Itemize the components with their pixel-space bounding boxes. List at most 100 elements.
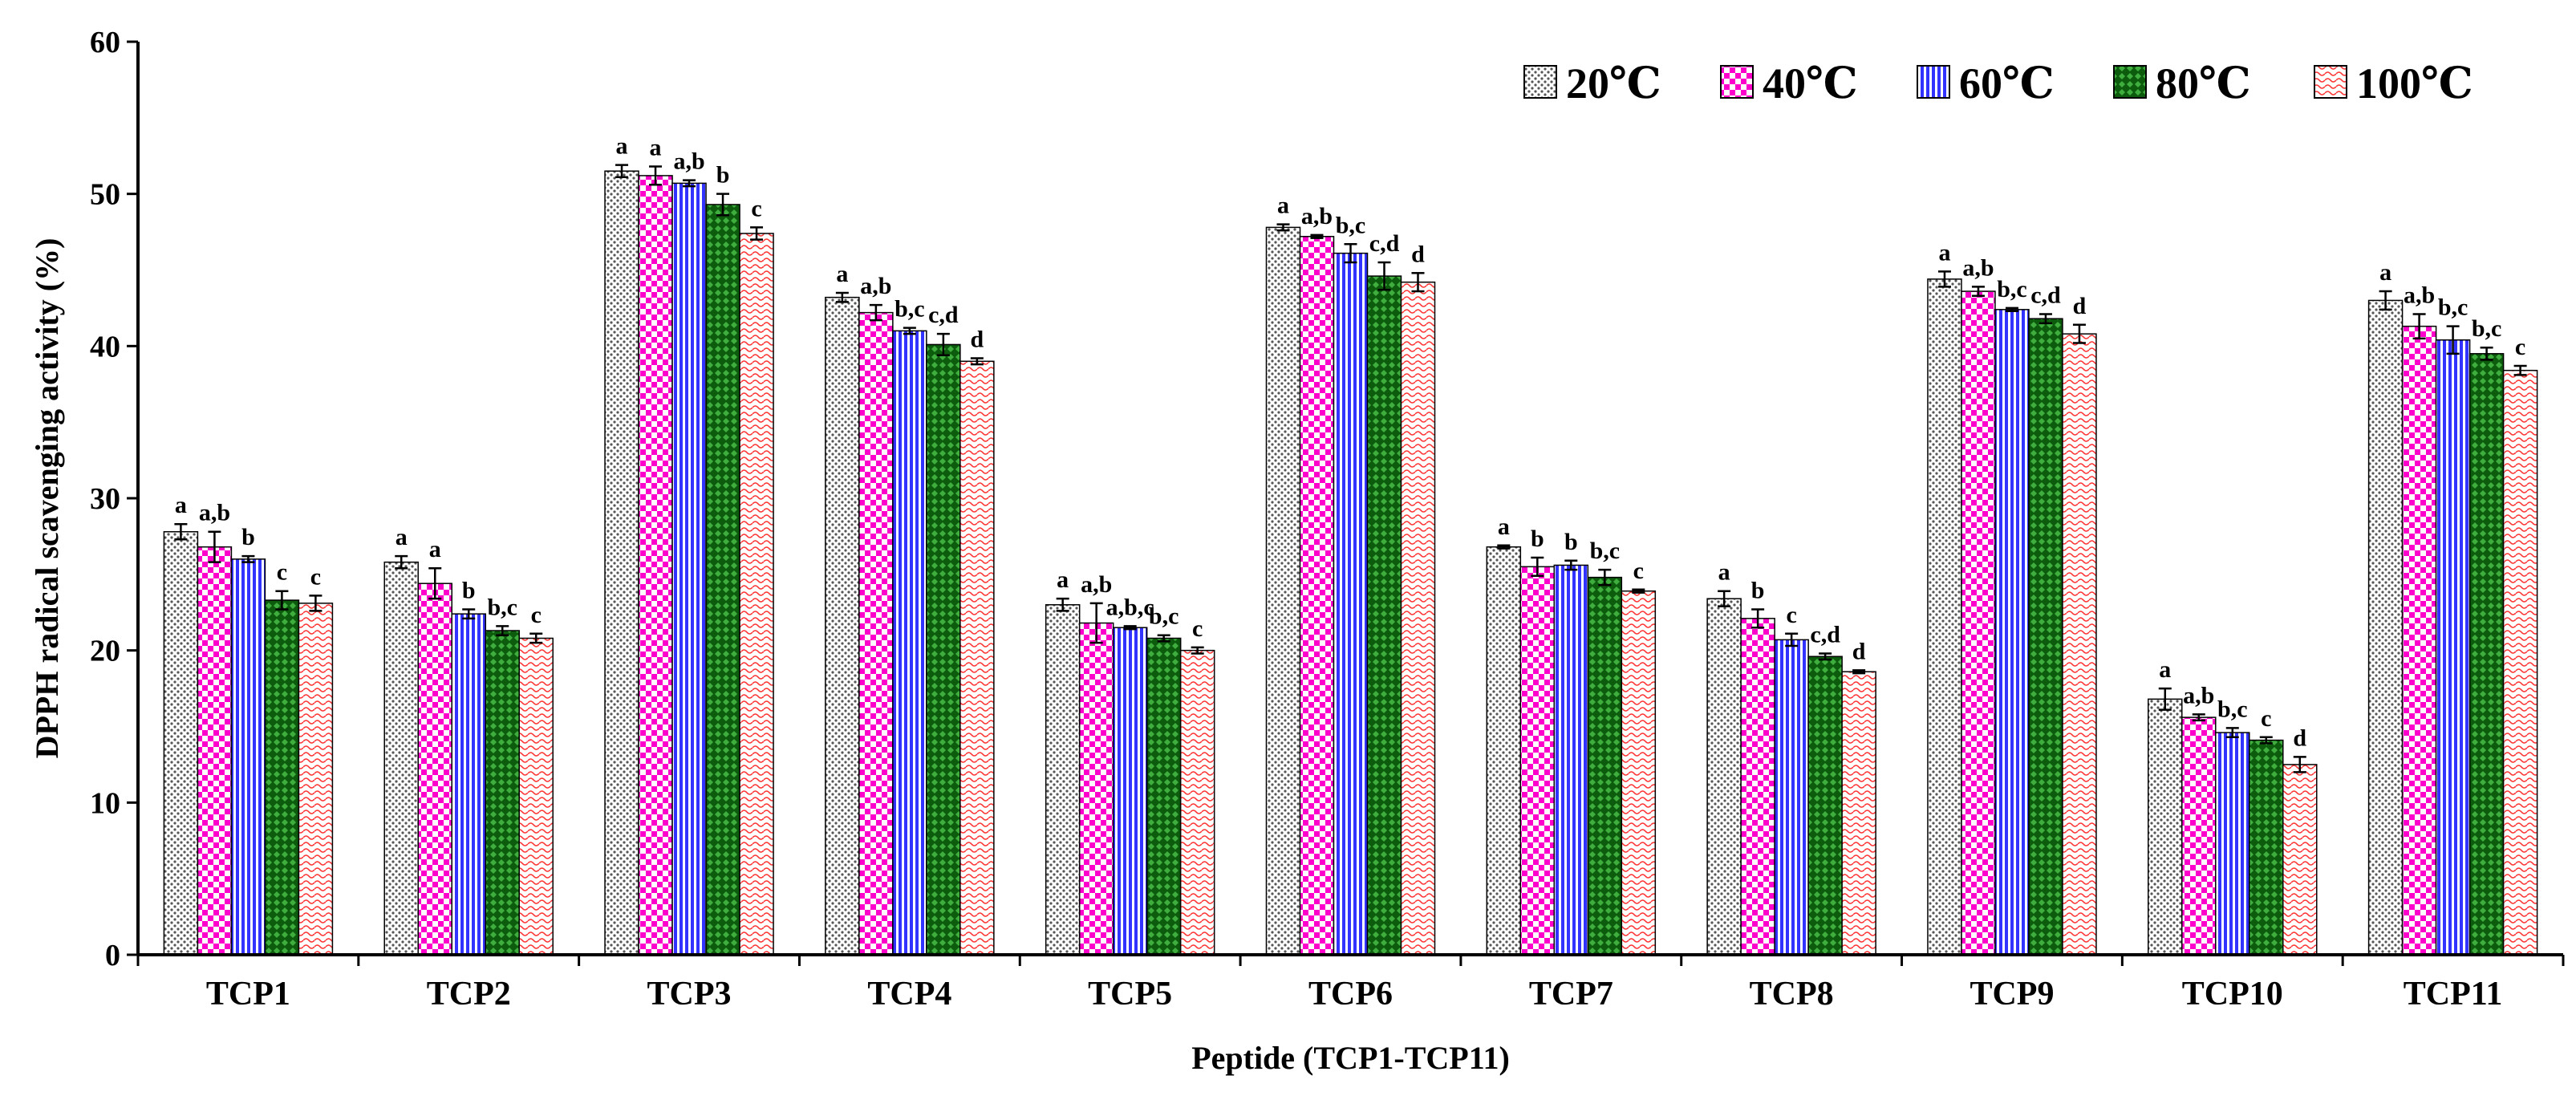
bar-tcp3-series-5 bbox=[739, 233, 774, 956]
bar-tcp3-series-1 bbox=[604, 170, 639, 956]
significance-label: a,b bbox=[1962, 254, 1994, 281]
x-category-label: TCP7 bbox=[1529, 976, 1613, 1013]
significance-label: a bbox=[429, 536, 441, 562]
bar-tcp9-series-3 bbox=[1994, 309, 2030, 956]
significance-label: b bbox=[1564, 529, 1578, 555]
significance-label: a bbox=[396, 524, 408, 550]
bar-tcp8-series-1 bbox=[1706, 598, 1742, 956]
bar-tcp3-series-4 bbox=[705, 204, 740, 956]
significance-label: b,c bbox=[1590, 538, 1621, 564]
significance-label: c bbox=[310, 563, 321, 590]
significance-label: d bbox=[971, 327, 984, 353]
significance-label: a bbox=[1498, 513, 1510, 540]
bar-tcp5-series-4 bbox=[1146, 637, 1182, 956]
bar-tcp7-series-2 bbox=[1519, 566, 1556, 956]
significance-label: a,b bbox=[2183, 682, 2214, 708]
bar-tcp7-series-3 bbox=[1553, 564, 1589, 956]
bar-tcp2-series-3 bbox=[451, 613, 486, 956]
x-category-label: TCP11 bbox=[2404, 976, 2503, 1013]
significance-label: a,b bbox=[1081, 571, 1112, 598]
bar-tcp1-series-1 bbox=[163, 530, 199, 956]
legend-swatch-series-3 bbox=[1917, 65, 1950, 99]
significance-label: a bbox=[650, 135, 662, 161]
significance-label: d bbox=[1852, 638, 1866, 664]
significance-label: a bbox=[1057, 566, 1069, 593]
significance-label: c bbox=[2515, 334, 2525, 360]
significance-label: a bbox=[1277, 193, 1289, 219]
bar-tcp8-series-4 bbox=[1807, 656, 1843, 956]
significance-label: a bbox=[836, 261, 848, 287]
bar-tcp6-series-4 bbox=[1366, 275, 1402, 956]
significance-label: a,b,c bbox=[1106, 594, 1154, 620]
bar-tcp2-series-5 bbox=[518, 637, 554, 956]
significance-label: b bbox=[241, 524, 255, 550]
legend-label-series-2: 40℃ bbox=[1763, 59, 1858, 108]
significance-label: c bbox=[277, 559, 287, 586]
bar-tcp7-series-4 bbox=[1587, 576, 1623, 956]
significance-label: b,c bbox=[2438, 294, 2468, 321]
y-tick-label: 60 bbox=[90, 26, 120, 59]
significance-label: b,c bbox=[1997, 276, 2027, 302]
x-category-label: TCP6 bbox=[1308, 976, 1393, 1013]
axes-layer: 0 10 20 30 40 50 60 TCP1 TCP2 TCP3 TCP4 TCP5 TCP6 TCP… bbox=[29, 26, 2565, 1076]
bar-tcp11-series-3 bbox=[2435, 339, 2471, 956]
bar-tcp8-series-2 bbox=[1740, 618, 1775, 956]
significance-label: a,b bbox=[860, 273, 891, 299]
x-category-label: TCP8 bbox=[1750, 976, 1834, 1013]
legend-swatch-series-1 bbox=[1523, 65, 1557, 99]
y-tick-label: 0 bbox=[105, 939, 120, 972]
significance-label: a bbox=[616, 133, 628, 160]
legend-label-series-5: 100℃ bbox=[2356, 59, 2473, 108]
bar-tcp7-series-1 bbox=[1486, 546, 1522, 956]
bar-tcp9-series-4 bbox=[2028, 318, 2063, 956]
x-category-label: TCP5 bbox=[1088, 976, 1172, 1013]
legend-swatch-series-4 bbox=[2113, 65, 2147, 99]
significance-label: c bbox=[1633, 558, 1644, 584]
significance-label: d bbox=[2073, 293, 2087, 319]
bar-tcp2-series-2 bbox=[417, 582, 452, 956]
bar-tcp5-series-5 bbox=[1179, 649, 1215, 956]
bar-tcp6-series-3 bbox=[1333, 252, 1369, 956]
legend-label-series-4: 80℃ bbox=[2156, 59, 2251, 108]
significance-label: c,d bbox=[1369, 230, 1400, 257]
legend-label-series-1: 20℃ bbox=[1566, 59, 1661, 108]
y-tick-label: 50 bbox=[90, 178, 120, 212]
x-category-label: TCP1 bbox=[206, 976, 290, 1013]
significance-label: c bbox=[1192, 615, 1203, 642]
bar-tcp7-series-5 bbox=[1621, 590, 1657, 956]
bar-tcp1-series-2 bbox=[197, 546, 233, 956]
bar-tcp6-series-5 bbox=[1400, 281, 1436, 956]
bar-tcp2-series-1 bbox=[383, 561, 419, 956]
bar-tcp3-series-2 bbox=[638, 175, 673, 956]
significance-label: b,c bbox=[487, 594, 517, 620]
significance-label: a bbox=[1938, 239, 1950, 266]
legend-swatch-series-2 bbox=[1720, 65, 1754, 99]
x-category-label: TCP10 bbox=[2182, 976, 2283, 1013]
significance-label: c,d bbox=[1810, 621, 1840, 647]
bar-tcp9-series-5 bbox=[2062, 333, 2097, 956]
bar-tcp11-series-1 bbox=[2367, 299, 2404, 956]
significance-label: c bbox=[2261, 705, 2271, 732]
bar-tcp4-series-1 bbox=[825, 296, 860, 956]
significance-label: a,b bbox=[199, 500, 230, 526]
bar-tcp4-series-2 bbox=[858, 311, 894, 956]
y-axis-title: DPPH radical scavenging activity (%) bbox=[29, 238, 65, 759]
legend-swatch-series-5 bbox=[2314, 65, 2347, 99]
x-category-label: TCP3 bbox=[647, 976, 732, 1013]
bar-tcp9-series-1 bbox=[1927, 278, 1962, 956]
bar-tcp10-series-2 bbox=[2181, 716, 2217, 956]
bar-tcp11-series-5 bbox=[2502, 369, 2538, 956]
legend: 20℃ 40℃ 60℃ 80℃ 100℃ bbox=[1523, 59, 2473, 108]
bar-tcp5-series-3 bbox=[1112, 627, 1148, 956]
x-category-label: TCP9 bbox=[1970, 976, 2054, 1013]
significance-label: c bbox=[751, 195, 761, 221]
significance-label: d bbox=[1411, 241, 1425, 267]
bar-tcp8-series-5 bbox=[1841, 671, 1876, 956]
bar-tcp10-series-5 bbox=[2282, 764, 2318, 956]
bar-tcp4-series-3 bbox=[892, 330, 927, 956]
bar-tcp11-series-4 bbox=[2468, 353, 2505, 956]
significance-label: a bbox=[175, 492, 187, 518]
significance-label: c,d bbox=[2030, 282, 2061, 309]
bar-tcp8-series-3 bbox=[1774, 639, 1809, 956]
